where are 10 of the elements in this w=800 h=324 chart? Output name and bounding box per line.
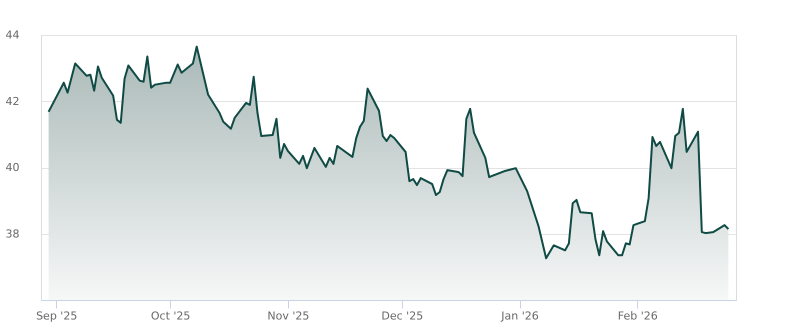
x-tick-label: Oct '25: [150, 310, 190, 322]
x-tick-label: Nov '25: [267, 310, 310, 322]
x-tick-label: Feb '26: [618, 310, 658, 322]
y-tick-label: 38: [6, 227, 20, 240]
x-tick-label: Dec '25: [381, 310, 424, 322]
x-tick-label: Sep '25: [36, 310, 78, 322]
y-tick-label: 44: [6, 28, 20, 42]
x-tick-label: Jan '26: [500, 310, 539, 322]
y-tick-label: 40: [6, 161, 20, 174]
y-tick-label: 42: [6, 94, 20, 108]
